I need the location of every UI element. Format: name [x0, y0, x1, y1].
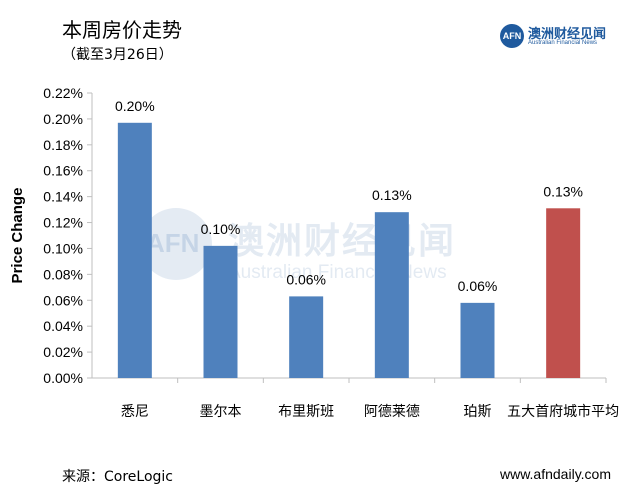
- y-axis-title: Price Change: [9, 188, 26, 284]
- website-url: www.afndaily.com: [499, 466, 611, 482]
- y-tick-label: 0.08%: [43, 266, 83, 282]
- bar: [289, 296, 324, 378]
- logo-name-cn: 澳洲财经见闻: [528, 27, 607, 42]
- watermark-circle: [140, 208, 212, 280]
- y-tick-label: 0.16%: [43, 163, 83, 179]
- watermark-mark: AFN: [146, 228, 200, 258]
- afn-logo: AFN 澳洲财经见闻 Australian Financial News: [500, 24, 620, 50]
- x-tick-label: 悉尼: [121, 404, 149, 420]
- x-tick-label: 阿德莱德: [364, 404, 420, 420]
- data-label: 0.06%: [458, 278, 498, 294]
- logo-mark: AFN: [500, 24, 524, 48]
- bar: [374, 212, 409, 378]
- source-note: 来源：CoreLogic: [62, 469, 173, 485]
- x-tick-label: 珀斯: [464, 404, 492, 420]
- y-tick-label: 0.18%: [43, 137, 83, 153]
- y-tick-label: 0.10%: [43, 240, 83, 256]
- bar-average: [546, 208, 581, 378]
- x-tick-label: 布里斯班: [278, 404, 334, 420]
- y-tick-label: 0.14%: [43, 189, 83, 205]
- data-label: 0.13%: [372, 187, 412, 203]
- logo-name-en: Australian Financial News: [528, 40, 598, 46]
- data-label: 0.13%: [543, 183, 583, 199]
- x-tick-label: 五大首府城市平均: [507, 403, 619, 420]
- y-tick-label: 0.20%: [43, 111, 83, 127]
- bar: [203, 245, 238, 378]
- data-label: 0.10%: [201, 221, 241, 237]
- y-tick-label: 0.06%: [43, 292, 83, 308]
- y-tick-label: 0.00%: [43, 370, 83, 386]
- data-label: 0.20%: [115, 98, 155, 114]
- chart-title: 本周房价走势: [62, 18, 182, 42]
- y-tick-label: 0.22%: [43, 85, 83, 101]
- bar: [117, 122, 152, 378]
- data-label: 0.06%: [286, 271, 326, 287]
- y-tick-label: 0.04%: [43, 318, 83, 334]
- x-tick-label: 墨尔本: [200, 404, 242, 420]
- chart-subtitle: （截至3月26日）: [62, 47, 173, 63]
- y-tick-label: 0.12%: [43, 215, 83, 231]
- bar: [460, 302, 495, 378]
- watermark-name-cn: 澳洲财经见闻: [228, 221, 457, 262]
- y-tick-label: 0.02%: [43, 344, 83, 360]
